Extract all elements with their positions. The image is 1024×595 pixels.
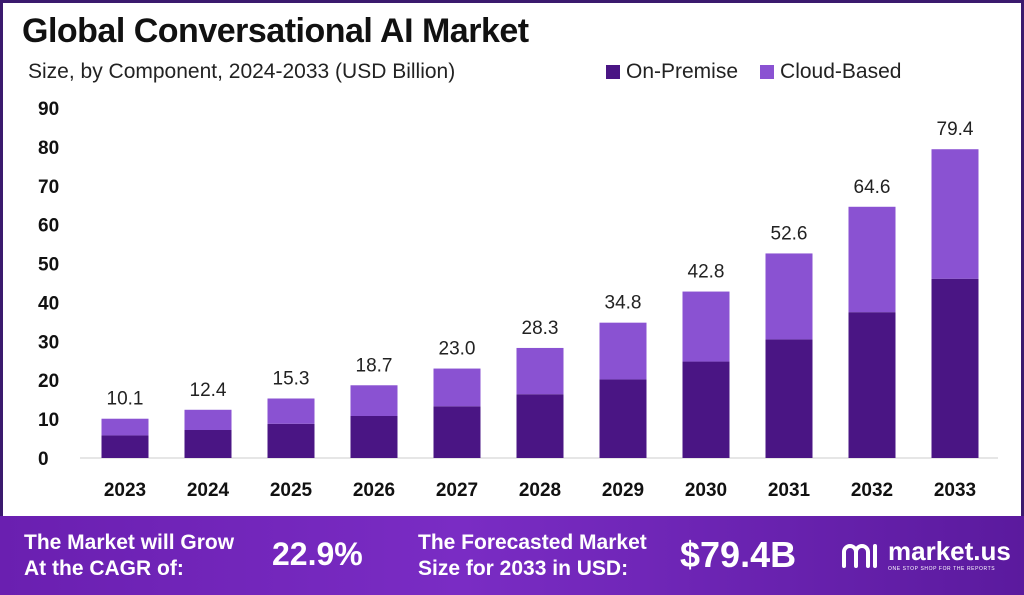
footer-banner: The Market will Grow At the CAGR of: 22.… [0, 516, 1024, 595]
bar-cloud-based-2033 [931, 149, 979, 279]
legend-item-cloud-based: Cloud-Based [760, 60, 901, 84]
x-tick-label-2025: 2025 [270, 480, 313, 501]
x-tick-label-2024: 2024 [187, 480, 230, 501]
bar-cloud-based-2032 [848, 206, 896, 313]
bar-on-premise-2026 [350, 416, 398, 458]
chart-title: Global Conversational AI Market [22, 12, 529, 50]
x-tick-label-2030: 2030 [685, 480, 727, 501]
bar-cloud-based-2031 [765, 253, 813, 340]
x-tick-label-2028: 2028 [519, 480, 561, 501]
bar-on-premise-2033 [931, 278, 979, 458]
x-tick-label-2031: 2031 [768, 480, 811, 501]
data-label-total-2030: 42.8 [688, 262, 725, 283]
cagr-label-line2: At the CAGR of: [24, 557, 184, 580]
bar-cloud-based-2025 [267, 398, 315, 424]
data-label-total-2027: 23.0 [439, 339, 476, 360]
x-tick-label-2032: 2032 [851, 480, 893, 501]
y-tick-label: 90 [38, 99, 59, 120]
cagr-value: 22.9% [272, 536, 363, 572]
stacked-bar-chart: 010203040506070809010.1202312.4202415.32… [38, 99, 998, 501]
market-us-logo-icon [842, 544, 877, 568]
x-tick-label-2029: 2029 [602, 480, 644, 501]
bar-cloud-based-2024 [184, 409, 232, 430]
bar-on-premise-2025 [267, 423, 315, 458]
legend-swatch-cloud-based [760, 65, 775, 79]
y-tick-label: 30 [38, 332, 59, 353]
brand-name: market.us [888, 536, 1011, 566]
y-tick-label: 10 [38, 410, 59, 431]
legend-item-on-premise: On-Premise [606, 60, 738, 84]
brand-logo: market.us ONE STOP SHOP FOR THE REPORTS [840, 538, 1011, 572]
data-label-total-2029: 34.8 [605, 293, 642, 314]
bar-cloud-based-2029 [599, 322, 647, 380]
brand-text: market.us ONE STOP SHOP FOR THE REPORTS [888, 538, 1011, 572]
y-tick-label: 0 [38, 449, 49, 470]
x-tick-label-2023: 2023 [104, 480, 146, 501]
forecast-label-line2: Size for 2033 in USD: [418, 557, 629, 580]
legend-label-on-premise: On-Premise [626, 60, 739, 83]
data-label-total-2025: 15.3 [273, 369, 310, 390]
bar-on-premise-2029 [599, 379, 647, 458]
bar-on-premise-2024 [184, 430, 232, 458]
legend-swatch-on-premise [606, 65, 620, 79]
x-tick-label-2033: 2033 [934, 480, 976, 501]
y-tick-label: 70 [38, 177, 59, 198]
brand-tagline: ONE STOP SHOP FOR THE REPORTS [888, 566, 996, 572]
y-tick-label: 50 [38, 255, 59, 276]
bar-on-premise-2023 [101, 435, 149, 458]
bar-on-premise-2032 [848, 312, 896, 458]
data-label-total-2032: 64.6 [854, 177, 891, 198]
bar-on-premise-2027 [433, 406, 481, 458]
data-label-total-2024: 12.4 [190, 380, 227, 401]
cagr-label-line1: The Market will Grow [24, 531, 235, 554]
x-tick-label-2027: 2027 [436, 480, 478, 501]
x-tick-label-2026: 2026 [353, 480, 395, 501]
data-label-total-2026: 18.7 [356, 355, 393, 376]
y-tick-label: 60 [38, 216, 59, 237]
legend-label-cloud-based: Cloud-Based [780, 60, 902, 83]
bar-cloud-based-2026 [350, 385, 398, 416]
data-label-total-2031: 52.6 [771, 223, 808, 244]
data-label-total-2023: 10.1 [107, 389, 144, 410]
bar-cloud-based-2028 [516, 347, 564, 395]
bar-cloud-based-2027 [433, 368, 481, 407]
forecast-value: $79.4B [680, 534, 797, 575]
bar-cloud-based-2030 [682, 291, 730, 362]
forecast-label-line1: The Forecasted Market [418, 531, 647, 554]
cagr-label: The Market will Grow At the CAGR of: [24, 530, 234, 582]
y-tick-label: 40 [38, 293, 59, 314]
bar-on-premise-2028 [516, 394, 564, 458]
bar-on-premise-2031 [765, 339, 813, 458]
chart-subtitle: Size, by Component, 2024-2033 (USD Billi… [28, 60, 456, 83]
data-label-total-2033: 79.4 [937, 119, 974, 140]
bar-on-premise-2030 [682, 361, 730, 458]
y-tick-label: 80 [38, 138, 59, 159]
forecast-label: The Forecasted Market Size for 2033 in U… [418, 530, 647, 582]
y-tick-label: 20 [38, 371, 59, 392]
data-label-total-2028: 28.3 [522, 318, 559, 339]
chart-legend: On-Premise Cloud-Based [606, 60, 901, 84]
bar-cloud-based-2023 [101, 418, 149, 436]
